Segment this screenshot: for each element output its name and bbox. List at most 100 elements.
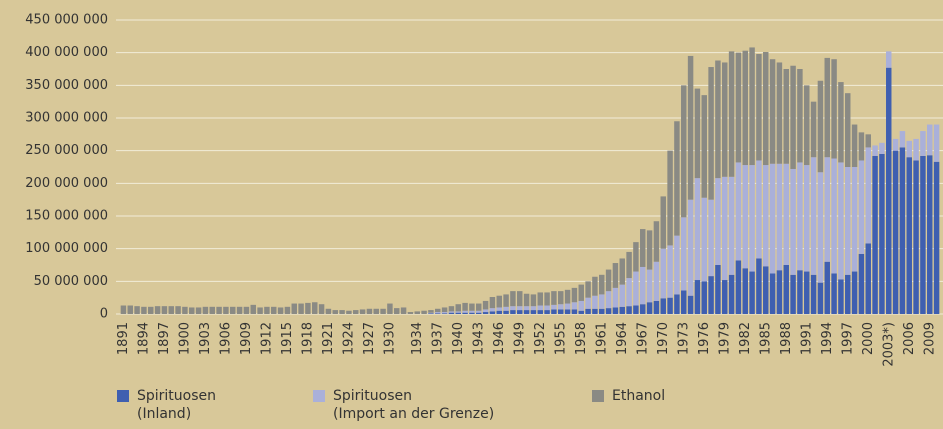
bar-segment <box>455 312 461 314</box>
bar-segment <box>421 310 427 314</box>
bar-segment <box>865 243 871 314</box>
bar-segment <box>783 265 789 314</box>
bar-segment <box>851 271 858 314</box>
bar-segment <box>209 306 215 314</box>
bar-segment <box>715 265 721 314</box>
bar-segment <box>722 176 728 281</box>
bar-segment <box>558 309 564 314</box>
bar-segment <box>462 302 468 311</box>
x-tick-label: 1985 <box>758 322 773 355</box>
bar-segment <box>838 162 844 280</box>
bar-segment <box>428 310 434 313</box>
bar-segment <box>503 310 509 314</box>
x-tick-label: 2000 <box>861 322 876 355</box>
bar-segment <box>298 303 304 314</box>
bar-segment <box>769 59 776 164</box>
bar-segment <box>441 312 448 314</box>
bar-segment <box>769 163 776 274</box>
y-tick-label: 450 000 000 <box>25 13 108 28</box>
x-tick-label: 1955 <box>553 322 568 355</box>
bar-segment <box>168 306 174 314</box>
x-tick-label: 1915 <box>280 322 295 355</box>
bar-segment <box>141 306 147 314</box>
bar-segment <box>482 312 489 314</box>
bar-segment <box>804 85 810 166</box>
bar-segment <box>920 131 926 156</box>
bar-segment <box>284 306 291 314</box>
bar-segment <box>756 258 762 314</box>
bar-segment <box>585 297 591 309</box>
bar-segment <box>435 313 441 314</box>
x-tick-label: 1903 <box>198 322 213 355</box>
bar-segment <box>585 281 591 298</box>
bar-segment <box>175 306 181 314</box>
bar-segment <box>626 306 632 314</box>
bar-segment <box>667 245 673 298</box>
bar-segment <box>838 82 844 163</box>
bar-segment <box>510 291 516 307</box>
bar-segment <box>592 308 598 314</box>
bar-segment <box>544 305 550 311</box>
bar-segment <box>230 306 236 314</box>
bar-segment <box>715 60 721 179</box>
bar-segment <box>448 311 455 313</box>
bar-segment <box>551 309 557 314</box>
bar-segment <box>482 300 489 310</box>
bar-segment <box>646 269 653 303</box>
bar-segment <box>476 312 482 314</box>
bar-segment <box>332 310 338 314</box>
bar-segment <box>653 261 660 301</box>
bar-segment <box>674 121 680 236</box>
bar-segment <box>899 147 906 314</box>
x-tick-label: 1961 <box>594 322 609 355</box>
bar-segment <box>681 217 687 291</box>
bar-segment <box>694 280 701 314</box>
bar-segment <box>517 306 523 311</box>
bar-segment <box>380 308 386 314</box>
x-tick-label: 2006 <box>902 322 917 355</box>
bar-segment <box>749 271 755 314</box>
bar-segment <box>189 307 195 314</box>
bar-segment <box>455 311 461 313</box>
bar-segment <box>448 306 455 312</box>
bar-segment <box>776 270 783 314</box>
x-tick-label: 1918 <box>300 322 315 355</box>
bar-segment <box>455 304 461 312</box>
legend-swatch <box>592 390 604 402</box>
bar-segment <box>872 145 878 156</box>
bar-segment <box>913 160 919 314</box>
bar-segment <box>810 157 817 275</box>
bar-segment <box>476 303 482 311</box>
bar-segment <box>394 308 400 314</box>
bar-segment <box>858 253 865 314</box>
bar-segment <box>571 302 578 310</box>
bar-segment <box>605 308 612 314</box>
bar-segment <box>933 161 940 314</box>
bar-segment <box>804 165 810 272</box>
x-tick-label: 1949 <box>512 322 527 355</box>
bar-segment <box>400 307 407 314</box>
x-tick-label: 1970 <box>656 322 671 355</box>
bar-segment <box>619 306 625 314</box>
bar-segment <box>824 261 830 314</box>
legend-label: Spirituosen (Inland) <box>137 388 217 422</box>
bar-segment <box>523 293 530 307</box>
bar-segment <box>817 282 824 314</box>
bar-segment <box>763 52 769 166</box>
bar-segment <box>886 51 892 68</box>
bar-segment <box>708 67 714 200</box>
bar-segment <box>817 80 824 173</box>
bar-segment <box>435 308 441 313</box>
bar-segment <box>469 310 475 313</box>
bar-segment <box>202 306 209 314</box>
bar-segment <box>865 147 871 244</box>
bar-segment <box>612 263 619 288</box>
y-tick-label: 300 000 000 <box>25 111 108 126</box>
bar-segment <box>510 306 516 311</box>
bar-segment <box>831 59 837 159</box>
bar-segment <box>599 294 605 309</box>
bar-segment <box>216 306 222 314</box>
bar-segment <box>660 196 666 249</box>
x-tick-label: 1897 <box>157 322 172 355</box>
bar-segment <box>927 124 933 156</box>
